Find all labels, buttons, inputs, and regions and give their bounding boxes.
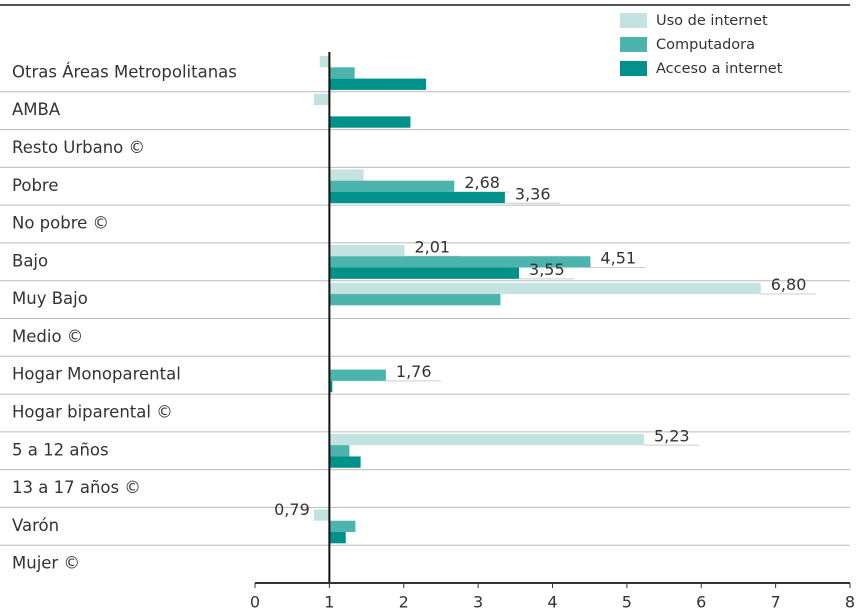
bar bbox=[329, 369, 386, 381]
category-label: AMBA bbox=[12, 100, 61, 119]
value-label: 5,23 bbox=[654, 426, 690, 445]
value-label: 0,79 bbox=[274, 500, 310, 519]
x-tick-label: 8 bbox=[845, 593, 855, 612]
category-label: Resto Urbano © bbox=[12, 138, 145, 157]
bar bbox=[329, 520, 356, 533]
legend-label: Uso de internet bbox=[656, 13, 768, 29]
bar bbox=[329, 267, 520, 279]
category-label: Hogar biparental © bbox=[12, 402, 173, 421]
value-label: 1,76 bbox=[396, 362, 432, 381]
bar bbox=[329, 78, 427, 90]
legend-swatch bbox=[620, 37, 647, 52]
bar bbox=[313, 509, 330, 521]
value-label: 6,80 bbox=[771, 275, 807, 294]
value-label: 2,68 bbox=[464, 173, 500, 192]
category-label: Otras Áreas Metropolitanas bbox=[12, 62, 237, 81]
bar bbox=[329, 445, 350, 457]
x-tick-label: 7 bbox=[771, 593, 781, 612]
bar bbox=[329, 380, 333, 393]
legend-label: Acceso a internet bbox=[656, 61, 783, 77]
bar bbox=[329, 282, 761, 295]
category-label: 13 a 17 años © bbox=[12, 478, 141, 497]
legend-swatch bbox=[620, 61, 647, 76]
value-label: 3,36 bbox=[515, 184, 551, 203]
x-tick-label: 2 bbox=[399, 593, 409, 612]
value-label: 3,55 bbox=[529, 260, 565, 279]
value-label: 2,01 bbox=[414, 237, 450, 256]
bar bbox=[329, 67, 355, 79]
x-tick-label: 5 bbox=[622, 593, 632, 612]
x-tick-label: 3 bbox=[473, 593, 483, 612]
bar bbox=[329, 456, 361, 468]
category-label: 5 a 12 años bbox=[12, 440, 109, 459]
x-tick-label: 0 bbox=[250, 593, 260, 612]
category-label: Muy Bajo bbox=[12, 289, 88, 308]
bar bbox=[329, 532, 346, 544]
bar bbox=[329, 256, 591, 268]
bar bbox=[319, 56, 330, 68]
bar bbox=[329, 169, 364, 181]
category-label: Varón bbox=[12, 516, 59, 535]
category-label: Bajo bbox=[12, 251, 48, 270]
category-label: Medio © bbox=[12, 327, 83, 346]
category-label: Pobre bbox=[12, 176, 59, 195]
category-label: No pobre © bbox=[12, 214, 109, 233]
legend-label: Computadora bbox=[656, 37, 755, 53]
bar bbox=[313, 93, 330, 106]
bar bbox=[329, 180, 455, 192]
bar bbox=[329, 433, 644, 446]
x-tick-label: 1 bbox=[324, 593, 334, 612]
bar bbox=[329, 294, 501, 306]
bar bbox=[329, 116, 411, 128]
category-label: Mujer © bbox=[12, 554, 80, 573]
x-tick-label: 4 bbox=[547, 593, 557, 612]
bar bbox=[329, 191, 505, 204]
value-label: 4,51 bbox=[600, 249, 636, 268]
legend-swatch bbox=[620, 13, 647, 28]
category-label: Hogar Monoparental bbox=[12, 365, 181, 384]
bar bbox=[329, 244, 405, 257]
x-tick-label: 6 bbox=[696, 593, 706, 612]
